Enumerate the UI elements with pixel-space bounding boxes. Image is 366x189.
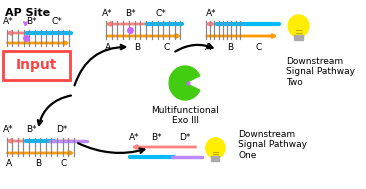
Text: Input: Input [16,58,57,72]
Text: B*: B* [26,18,37,26]
Text: B*: B* [125,9,136,19]
Text: A*: A* [3,125,14,135]
Text: B: B [35,160,41,169]
Text: A: A [5,160,12,169]
Text: C*: C* [51,18,62,26]
Wedge shape [169,66,200,100]
Bar [294,35,303,40]
Text: D*: D* [56,125,67,135]
Text: A: A [205,43,211,53]
Text: Downstream
Signal Pathway
One: Downstream Signal Pathway One [238,130,307,160]
Text: A: A [105,43,111,53]
FancyBboxPatch shape [3,50,70,80]
Text: B: B [134,43,140,53]
Text: A*: A* [129,133,139,143]
Bar [212,156,219,161]
Text: A*: A* [206,9,217,19]
Text: A*: A* [3,18,14,26]
Text: C: C [60,160,67,169]
Text: B*: B* [26,125,37,135]
Text: B*: B* [152,133,162,143]
Text: B: B [228,43,234,53]
Text: C: C [256,43,262,53]
Text: A*: A* [102,9,113,19]
Circle shape [288,15,309,37]
Text: D*: D* [179,133,191,143]
Text: Multifunctional
Exo III: Multifunctional Exo III [151,106,219,125]
Circle shape [206,138,225,158]
Text: C: C [163,43,169,53]
Text: Downstream
Signal Pathway
Two: Downstream Signal Pathway Two [286,57,355,87]
Text: AP Site: AP Site [5,8,50,18]
Text: C*: C* [155,9,166,19]
